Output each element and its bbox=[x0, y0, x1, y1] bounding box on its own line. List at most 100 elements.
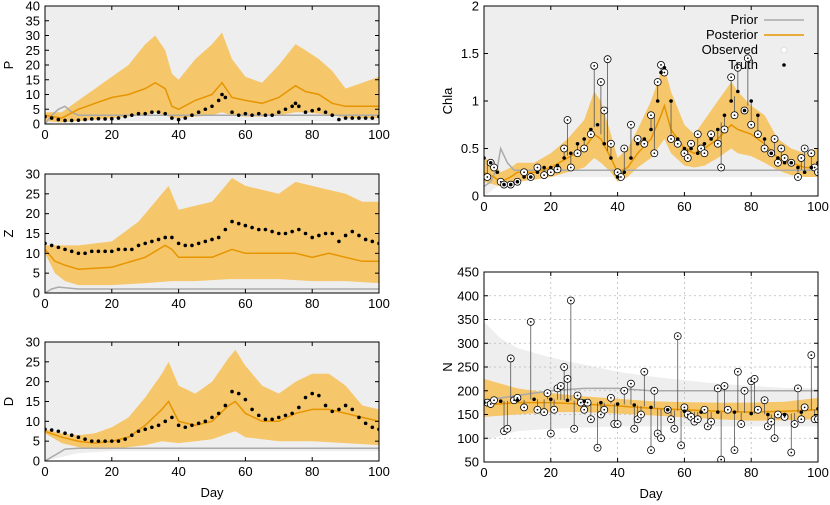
truth-point bbox=[756, 113, 760, 118]
observed-point-center bbox=[586, 401, 589, 404]
truth-point bbox=[337, 239, 341, 244]
y-tick-label: 150 bbox=[457, 407, 479, 422]
truth-point bbox=[802, 170, 807, 175]
truth-point bbox=[230, 219, 234, 224]
observed-point-center bbox=[596, 446, 599, 449]
prior-line bbox=[45, 105, 379, 124]
observed-point-center bbox=[783, 157, 786, 159]
truth-point bbox=[223, 95, 228, 100]
x-tick-label: 80 bbox=[305, 464, 319, 479]
y-tick-label: 100 bbox=[457, 431, 479, 446]
truth-point bbox=[143, 111, 147, 116]
x-tick-label: 0 bbox=[41, 127, 48, 142]
truth-point bbox=[176, 241, 181, 246]
y-tick-label: 35 bbox=[26, 13, 40, 28]
y-tick-label: 25 bbox=[26, 186, 40, 201]
truth-point bbox=[317, 233, 321, 238]
truth-point bbox=[83, 437, 87, 441]
y-tick-label: 0.5 bbox=[461, 141, 479, 156]
observed-point-center bbox=[630, 382, 632, 385]
observed-point-center bbox=[730, 76, 733, 79]
truth-point bbox=[103, 439, 107, 443]
observed-point-center bbox=[556, 168, 559, 171]
truth-point bbox=[776, 156, 780, 160]
truth-point bbox=[250, 113, 254, 117]
y-tick-label: 1.5 bbox=[461, 46, 479, 61]
truth-point bbox=[210, 237, 214, 242]
observed-point-center bbox=[763, 399, 766, 402]
truth-point bbox=[210, 104, 214, 109]
observed-point-center bbox=[696, 133, 699, 136]
observed-point-center bbox=[770, 420, 773, 423]
truth-point bbox=[502, 182, 506, 187]
x-tick-label: 0 bbox=[480, 199, 487, 214]
truth-point bbox=[729, 99, 733, 103]
truth-point bbox=[216, 235, 221, 240]
truth-point bbox=[216, 411, 221, 416]
observed-point-center bbox=[773, 138, 776, 140]
truth-point bbox=[170, 235, 174, 240]
truth-point bbox=[357, 233, 361, 238]
truth-point bbox=[76, 435, 81, 440]
observed-point-center bbox=[680, 444, 682, 447]
panel-chla: 0 20 40 60 80 100 0 0.5 1 1.5 2 Chla PriorPosteriorO… bbox=[440, 0, 829, 214]
observed-point-center bbox=[583, 147, 586, 150]
y-tick-label: 15 bbox=[26, 72, 40, 87]
y-tick-label: 5 bbox=[33, 102, 40, 117]
truth-point bbox=[270, 229, 274, 234]
y-tick-label: 0 bbox=[33, 117, 40, 132]
truth-point bbox=[130, 113, 134, 117]
observed-point-center bbox=[566, 377, 569, 380]
truth-point bbox=[565, 398, 570, 403]
observed-point-center bbox=[800, 157, 803, 159]
truth-point bbox=[310, 391, 315, 396]
truth-point bbox=[63, 431, 67, 436]
y-tick-label: 20 bbox=[26, 58, 40, 73]
truth-point bbox=[63, 247, 67, 252]
observed-point-center bbox=[656, 81, 659, 83]
truth-point bbox=[110, 116, 114, 121]
truth-point bbox=[343, 116, 348, 120]
truth-point bbox=[136, 243, 141, 248]
truth-point bbox=[130, 247, 134, 252]
posterior-band bbox=[484, 378, 818, 421]
x-tick-label: 60 bbox=[677, 465, 691, 480]
truth-point bbox=[230, 110, 234, 114]
observed-point-center bbox=[603, 109, 606, 112]
observed-point-center bbox=[756, 133, 759, 136]
observed-point-center bbox=[523, 406, 525, 409]
truth-point bbox=[89, 439, 94, 443]
truth-point bbox=[143, 241, 147, 246]
observed-point-center bbox=[723, 128, 726, 131]
observed-point-center bbox=[736, 66, 739, 69]
truth-point bbox=[323, 110, 328, 114]
observed-point-center bbox=[616, 423, 619, 425]
truth-point bbox=[488, 160, 493, 165]
legend-label: Prior bbox=[731, 12, 759, 27]
y-tick-label: 20 bbox=[26, 374, 40, 389]
truth-point bbox=[789, 160, 794, 165]
truth-point bbox=[357, 116, 361, 120]
x-tick-label: 80 bbox=[744, 465, 758, 480]
x-tick-label: 60 bbox=[238, 127, 252, 142]
truth-point bbox=[665, 407, 670, 412]
truth-point bbox=[230, 389, 234, 394]
observed-point-center bbox=[780, 147, 783, 150]
truth-point bbox=[370, 239, 375, 244]
observed-point-center bbox=[733, 449, 736, 452]
truth-point bbox=[303, 231, 308, 236]
truth-point bbox=[363, 237, 368, 242]
observed-point-center bbox=[676, 142, 679, 145]
observed-point-center bbox=[623, 147, 626, 150]
observed-point-center bbox=[549, 432, 552, 435]
observed-point-center bbox=[710, 133, 713, 136]
truth-point bbox=[83, 117, 87, 122]
truth-point bbox=[702, 141, 707, 146]
observed-point-center bbox=[716, 387, 719, 390]
truth-point bbox=[782, 160, 787, 165]
truth-point bbox=[622, 170, 627, 175]
truth-point bbox=[156, 423, 161, 428]
truth-point bbox=[103, 249, 107, 254]
truth-point bbox=[363, 116, 368, 120]
